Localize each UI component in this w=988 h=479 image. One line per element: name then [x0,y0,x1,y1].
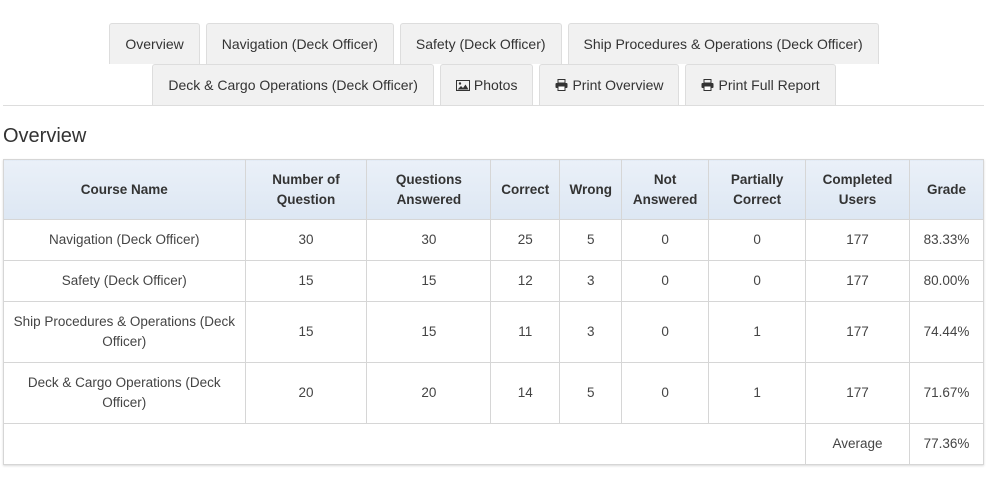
header-num-questions: Number of Question [244,159,368,220]
printer-icon [555,79,568,91]
cell-course: Safety (Deck Officer) [3,260,246,302]
cell-course: Navigation (Deck Officer) [3,219,246,261]
tab-print-full-report[interactable]: Print Full Report [685,64,836,105]
header-questions-answered: Questions Answered [366,159,492,220]
tab-print-overview-label: Print Overview [572,77,664,93]
tab-row-1: Overview Navigation (Deck Officer) Safet… [0,23,988,64]
average-value: 77.36% [908,423,985,465]
cell-wrong: 5 [559,362,623,424]
tab-overview[interactable]: Overview [109,23,200,64]
cell-grade: 80.00% [908,260,985,302]
tab-navigation-label: Navigation (Deck Officer) [221,36,378,52]
cell-not-answered: 0 [621,260,710,302]
header-grade: Grade [908,159,985,220]
header-wrong: Wrong [559,159,623,220]
tab-row-2: Deck & Cargo Operations (Deck Officer) P… [0,64,988,105]
cell-correct: 14 [490,362,561,424]
table-header-row: Course Name Number of Question Questions… [3,159,985,220]
cell-num: 30 [244,219,368,261]
tab-photos[interactable]: Photos [439,64,534,105]
cell-course: Ship Procedures & Operations (Deck Offic… [3,301,246,363]
tab-deck-cargo-label: Deck & Cargo Operations (Deck Officer) [168,77,418,93]
tab-safety-label: Safety (Deck Officer) [415,36,546,52]
cell-grade: 74.44% [908,301,985,363]
header-partially-correct: Partially Correct [708,159,807,220]
section-title: Overview [3,125,87,147]
table-row: Deck & Cargo Operations (Deck Officer) 2… [3,362,985,424]
tab-overview-label: Overview [125,36,184,52]
cell-num: 15 [244,260,368,302]
tab-photos-label: Photos [473,77,518,93]
cell-completed: 177 [805,301,910,363]
header-correct: Correct [490,159,561,220]
average-label: Average [805,423,910,465]
cell-not-answered: 0 [621,362,710,424]
cell-grade: 71.67% [908,362,985,424]
average-row: Average 77.36% [2,423,985,465]
cell-correct: 12 [490,260,561,302]
tabs-divider [3,105,984,106]
cell-completed: 177 [805,260,910,302]
tab-navigation[interactable]: Navigation (Deck Officer) [205,23,394,64]
printer-icon [701,79,714,91]
cell-answered: 20 [366,362,492,424]
cell-grade: 83.33% [908,219,985,261]
table-row: Navigation (Deck Officer) 30 30 25 5 0 0… [3,219,985,261]
overview-table: Course Name Number of Question Questions… [2,159,985,465]
table-row: Safety (Deck Officer) 15 15 12 3 0 0 177… [3,260,985,302]
tab-ship-procedures[interactable]: Ship Procedures & Operations (Deck Offic… [567,23,879,64]
cell-course: Deck & Cargo Operations (Deck Officer) [3,362,246,424]
tab-deck-cargo[interactable]: Deck & Cargo Operations (Deck Officer) [152,64,434,105]
header-not-answered: Not Answered [621,159,710,220]
cell-partial: 0 [708,260,807,302]
cell-correct: 11 [490,301,561,363]
cell-answered: 15 [366,301,492,363]
cell-answered: 30 [366,219,492,261]
cell-partial: 1 [708,362,807,424]
cell-num: 20 [244,362,368,424]
cell-not-answered: 0 [621,301,710,363]
tab-safety[interactable]: Safety (Deck Officer) [399,23,562,64]
cell-correct: 25 [490,219,561,261]
cell-partial: 1 [708,301,807,363]
cell-wrong: 5 [559,219,623,261]
cell-completed: 177 [805,219,910,261]
table-row: Ship Procedures & Operations (Deck Offic… [3,301,985,363]
tab-ship-procedures-label: Ship Procedures & Operations (Deck Offic… [583,36,863,52]
cell-wrong: 3 [559,301,623,363]
average-spacer [2,423,807,465]
header-completed-users: Completed Users [805,159,910,220]
cell-completed: 177 [805,362,910,424]
cell-partial: 0 [708,219,807,261]
cell-not-answered: 0 [621,219,710,261]
image-icon [455,79,470,91]
cell-num: 15 [244,301,368,363]
cell-wrong: 3 [559,260,623,302]
header-course-name: Course Name [3,159,246,220]
tab-print-overview[interactable]: Print Overview [539,64,680,105]
tab-print-full-label: Print Full Report [718,77,820,93]
cell-answered: 15 [366,260,492,302]
